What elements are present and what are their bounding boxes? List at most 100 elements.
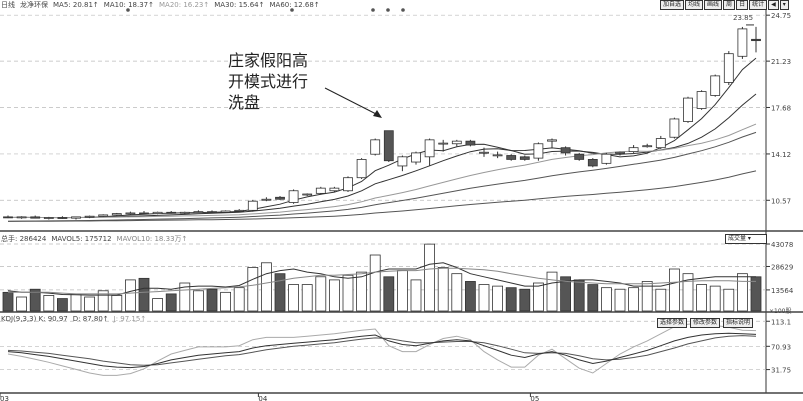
candle-up xyxy=(220,210,231,213)
volume-bar-up xyxy=(478,284,490,312)
volume-bar-down xyxy=(750,276,762,312)
kdj-header: KDJ(9,3,3) K: 90.97 D: 87.80↑ J: 97.15↑ xyxy=(1,315,151,323)
ma30-line xyxy=(7,131,757,222)
volume-bar-up xyxy=(737,273,748,312)
annotation-text: 庄家假阳高 开模式进行 洗盘 xyxy=(228,50,308,113)
candle-up xyxy=(737,28,748,57)
add-favorite-button[interactable]: 加自选 xyxy=(660,0,685,10)
candle-up xyxy=(655,138,666,149)
mavol5-label: MAVOL5: 175712 xyxy=(51,235,112,243)
candle-down xyxy=(57,217,68,219)
select-params-button[interactable]: 选择参数 xyxy=(657,318,688,328)
candle-up xyxy=(424,139,435,158)
price-header: 日线 龙净环保 MA5: 20.81↑ MA10: 18.37↑ MA20: 16.23… xyxy=(1,0,325,10)
ma60-label: MA60: 12.68↑ xyxy=(269,1,320,9)
candle-up xyxy=(343,177,353,192)
period-label: 日线 xyxy=(1,1,15,9)
price-tick-label: 14.12 xyxy=(771,151,791,159)
volume-tick-label: 28629 xyxy=(771,263,793,271)
candle-up xyxy=(247,200,258,211)
volume-bar-up xyxy=(682,273,694,312)
kdj-k-line xyxy=(7,332,757,369)
candle-up xyxy=(669,118,680,138)
volume-bar-up xyxy=(301,284,313,312)
candle-down xyxy=(3,216,13,219)
candle-up xyxy=(16,216,27,219)
candle-up xyxy=(315,187,326,194)
volume-bar-up xyxy=(70,293,82,312)
candle-up xyxy=(84,215,95,218)
volume-bar-down xyxy=(505,287,517,312)
annotation-arrow xyxy=(324,87,381,117)
candle-down xyxy=(383,130,394,162)
volume-bar-up xyxy=(342,274,354,312)
volume-bar-up xyxy=(288,284,300,312)
volume-bar-down xyxy=(573,279,585,312)
candle-up xyxy=(356,159,367,179)
volume-bar-up xyxy=(16,296,28,312)
volume-bar-down xyxy=(560,276,571,312)
volume-bar-down xyxy=(464,281,476,312)
ma-button[interactable]: 均线 xyxy=(685,0,704,10)
candle-down xyxy=(275,196,285,200)
volume-bar-up xyxy=(220,291,232,312)
candle-up xyxy=(601,153,612,164)
candle-up xyxy=(179,211,190,214)
volume-bar-up xyxy=(111,295,123,312)
stats-button[interactable]: 统计 xyxy=(749,0,768,10)
indicator-help-button[interactable]: 指标说明 xyxy=(723,318,754,328)
candle-up xyxy=(547,139,557,142)
event-dot xyxy=(401,8,405,12)
volume-bar-up xyxy=(410,279,422,312)
volume-unit-label: ×100股 xyxy=(769,308,791,315)
indicator-selector[interactable]: 成交量 ▾ xyxy=(725,234,767,244)
ma60-line xyxy=(7,170,757,222)
week-button[interactable]: 周 xyxy=(723,0,736,10)
candle-up xyxy=(370,139,381,155)
ma10-line xyxy=(7,93,757,219)
candle-up xyxy=(397,156,408,167)
ma5-line xyxy=(7,57,757,219)
volume-bar-up xyxy=(97,290,109,312)
candle-up xyxy=(288,190,299,203)
candle-up xyxy=(696,91,707,109)
kdj-j-line xyxy=(7,322,757,376)
kdj-tick-label: 113.1 xyxy=(771,318,791,326)
candle-up xyxy=(533,143,544,159)
candle-up xyxy=(411,152,421,163)
volume-bar-up xyxy=(655,288,667,312)
volume-bar-down xyxy=(29,288,41,312)
annotation-line: 庄家假阳高 xyxy=(228,51,309,70)
volume-bar-down xyxy=(519,288,531,312)
arrow-head xyxy=(373,110,382,118)
day-button[interactable]: 日 xyxy=(736,0,749,10)
annotation-line: 开模式进行 xyxy=(228,72,309,91)
back-button[interactable]: ◀ xyxy=(768,0,779,10)
volume-bar-up xyxy=(723,288,735,312)
mavol10-label: MAVOL10: 18.33万↑ xyxy=(116,235,188,243)
volume-bar-down xyxy=(587,284,599,312)
event-dot xyxy=(290,8,294,12)
candle-up xyxy=(723,53,734,83)
volume-bar-up xyxy=(369,254,381,312)
candle-up xyxy=(125,212,136,215)
mavol5-line xyxy=(7,262,756,296)
candle-up xyxy=(479,151,489,154)
candle-up xyxy=(71,216,81,219)
draw-button[interactable]: 画线 xyxy=(704,0,723,10)
ma20-label: MA20: 16.23↑ xyxy=(159,1,210,9)
volume-bar-up xyxy=(669,268,680,312)
candle-up xyxy=(683,97,693,122)
volume-bar-up xyxy=(247,267,259,312)
menu-dropdown[interactable]: ▾ xyxy=(779,0,789,10)
candle-up xyxy=(152,211,163,214)
volume-bar-down xyxy=(383,276,395,312)
volume-bar-up xyxy=(614,288,626,312)
edit-params-button[interactable]: 修改参数 xyxy=(690,318,721,328)
candle-down xyxy=(30,216,41,219)
candle-down xyxy=(519,156,530,160)
total-volume: 总手: 286424 xyxy=(1,235,47,243)
kdj-buttons: 选择参数 修改参数 指标说明 xyxy=(657,318,754,328)
volume-bar-up xyxy=(709,285,721,312)
